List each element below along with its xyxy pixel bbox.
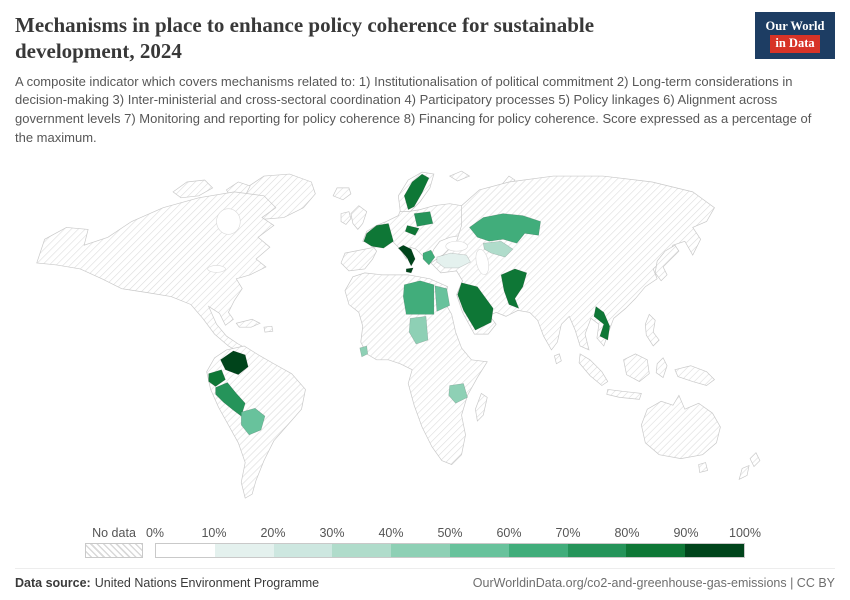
legend-tick-label: 90% bbox=[673, 526, 699, 540]
landmass-ireland bbox=[340, 211, 352, 225]
landmass-cuba bbox=[235, 318, 261, 328]
legend-tick-label: 30% bbox=[319, 526, 345, 540]
country-turkey[interactable] bbox=[436, 252, 471, 269]
black-sea bbox=[445, 240, 468, 252]
no-data-label: No data bbox=[92, 526, 136, 540]
data-source: Data source: United Nations Environment P… bbox=[15, 576, 319, 590]
landmass-madagascar bbox=[475, 392, 488, 422]
country-ecuador[interactable] bbox=[208, 369, 226, 387]
data-source-label: Data source: bbox=[15, 576, 91, 590]
country-egypt[interactable] bbox=[434, 285, 451, 312]
country-uzbekistan[interactable] bbox=[482, 240, 514, 258]
legend-tick-label: 80% bbox=[614, 526, 640, 540]
legend-tick-label: 60% bbox=[496, 526, 522, 540]
legend-bin[interactable] bbox=[332, 544, 392, 557]
landmass-sulawesi bbox=[655, 357, 668, 379]
landmass-tasmania bbox=[698, 462, 708, 473]
landmass-svalbard bbox=[448, 170, 471, 182]
legend-tick-label: 0% bbox=[145, 526, 165, 540]
landmass-canadian-islands bbox=[172, 179, 214, 199]
landmass-hispaniola bbox=[263, 325, 274, 333]
chart-header: Mechanisms in place to enhance policy co… bbox=[15, 12, 835, 148]
logo-text-bottom: in Data bbox=[770, 35, 820, 53]
country-libya[interactable] bbox=[402, 280, 435, 315]
legend-color-bar bbox=[155, 543, 745, 558]
country-bolivia[interactable] bbox=[240, 407, 266, 436]
legend-tick-label: 40% bbox=[378, 526, 404, 540]
page-title: Mechanisms in place to enhance policy co… bbox=[15, 13, 595, 64]
legend-bin[interactable] bbox=[508, 544, 568, 557]
legend-bin[interactable] bbox=[273, 544, 333, 557]
country-sweden[interactable] bbox=[403, 173, 430, 210]
legend-bin[interactable] bbox=[156, 544, 215, 557]
map-legend: No data 0% 10% 20% 30% 40% 50% 60% 70% 80% 90% 100… bbox=[15, 526, 835, 558]
country-chad[interactable] bbox=[408, 315, 429, 345]
country-pakistan[interactable] bbox=[500, 268, 528, 309]
landmass-borneo bbox=[623, 353, 650, 382]
country-sierra-leone[interactable] bbox=[359, 345, 369, 358]
legend-tick-label: 10% bbox=[201, 526, 227, 540]
legend-tick-label: 100% bbox=[729, 526, 761, 540]
owid-logo[interactable]: Our World in Data bbox=[755, 12, 835, 59]
country-tanzania[interactable] bbox=[448, 383, 468, 404]
country-italy-sicily[interactable] bbox=[405, 267, 414, 274]
legend-bin[interactable] bbox=[449, 544, 509, 557]
legend-bin[interactable] bbox=[626, 544, 686, 557]
country-czechia[interactable] bbox=[404, 224, 420, 236]
country-vietnam[interactable] bbox=[593, 305, 611, 341]
hudson-bay bbox=[216, 208, 241, 235]
legend-bin[interactable] bbox=[214, 544, 274, 557]
great-lakes bbox=[207, 265, 226, 273]
legend-bin[interactable] bbox=[567, 544, 627, 557]
landmass-sri-lanka bbox=[554, 353, 562, 365]
legend-bin[interactable] bbox=[391, 544, 450, 557]
legend-no-data: No data bbox=[85, 526, 143, 558]
country-kazakhstan[interactable] bbox=[469, 213, 541, 244]
legend-tick-label: 50% bbox=[437, 526, 463, 540]
owid-url-link[interactable]: OurWorldinData.org/co2-and-greenhouse-ga… bbox=[472, 576, 835, 590]
page-subtitle: A composite indicator which covers mecha… bbox=[15, 73, 812, 146]
landmass-new-guinea bbox=[674, 365, 715, 386]
landmass-japan bbox=[654, 244, 680, 282]
landmass-australia bbox=[641, 394, 721, 459]
legend-bin[interactable] bbox=[685, 544, 744, 557]
landmass-north-america bbox=[36, 191, 277, 356]
country-saudi-arabia[interactable] bbox=[457, 282, 494, 331]
world-map bbox=[15, 154, 835, 524]
landmass-sumatra bbox=[578, 353, 609, 386]
country-france[interactable] bbox=[363, 223, 394, 249]
landmass-new-zealand-north bbox=[749, 451, 761, 467]
logo-text-top: Our World bbox=[765, 19, 825, 33]
landmass-uk bbox=[350, 205, 368, 230]
legend-tick-labels: 0% 10% 20% 30% 40% 50% 60% 70% 80% 90% 100% bbox=[146, 526, 761, 543]
caspian-sea bbox=[475, 248, 489, 275]
landmass-new-zealand-south bbox=[738, 464, 750, 480]
no-data-swatch[interactable] bbox=[85, 543, 143, 558]
landmass-iceland bbox=[332, 187, 352, 201]
landmass-philippines bbox=[644, 313, 660, 347]
country-colombia[interactable] bbox=[220, 350, 249, 375]
map-svg bbox=[36, 170, 761, 499]
landmass-java bbox=[606, 388, 642, 400]
legend-tick-label: 20% bbox=[260, 526, 286, 540]
country-italy[interactable] bbox=[397, 244, 416, 267]
chart-footer: Data source: United Nations Environment P… bbox=[15, 568, 835, 590]
country-greece[interactable] bbox=[422, 249, 436, 266]
country-poland[interactable] bbox=[413, 211, 434, 227]
data-source-value: United Nations Environment Programme bbox=[94, 576, 320, 590]
legend-tick-label: 70% bbox=[555, 526, 581, 540]
legend-color-scale: 0% 10% 20% 30% 40% 50% 60% 70% 80% 90% 100% bbox=[146, 526, 761, 558]
